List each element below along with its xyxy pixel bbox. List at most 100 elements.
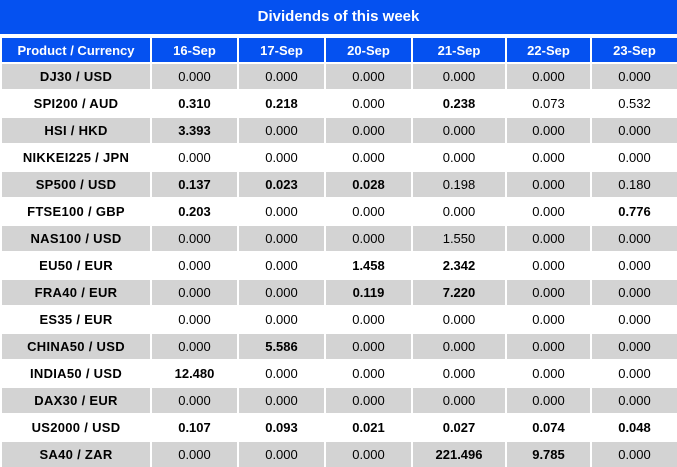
dividend-value-cell: 0.000 — [505, 386, 592, 415]
product-cell: SA40 / ZAR — [0, 440, 152, 467]
dividend-value-cell: 0.000 — [150, 143, 239, 172]
table-row: HSI / HKD 3.393 0.000 0.000 0.000 0.000 0.000 — [0, 116, 677, 145]
table-row: FTSE100 / GBP 0.203 0.000 0.000 0.000 0.000 0.… — [0, 197, 677, 226]
product-cell: FTSE100 / GBP — [0, 197, 152, 226]
table-row: ES35 / EUR 0.000 0.000 0.000 0.000 0.000 0.000 — [0, 305, 677, 334]
dividend-value-cell: 0.107 — [150, 413, 239, 442]
dividend-value-cell: 0.000 — [505, 143, 592, 172]
dividend-value-cell: 0.000 — [505, 305, 592, 334]
dividend-value-cell: 0.000 — [150, 278, 239, 307]
product-cell: SP500 / USD — [0, 170, 152, 199]
product-cell: NAS100 / USD — [0, 224, 152, 253]
dividend-value-cell: 0.000 — [505, 332, 592, 361]
col-header-21-sep: 21-Sep — [411, 36, 507, 64]
dividend-value-cell: 221.496 — [411, 440, 507, 467]
dividend-value-cell: 0.073 — [505, 89, 592, 118]
dividend-value-cell: 0.000 — [324, 62, 413, 91]
dividend-value-cell: 5.586 — [237, 332, 326, 361]
dividend-value-cell: 0.000 — [237, 224, 326, 253]
dividend-value-cell: 0.532 — [590, 89, 677, 118]
col-header-16-sep: 16-Sep — [150, 36, 239, 64]
dividend-value-cell: 0.000 — [150, 305, 239, 334]
dividend-value-cell: 0.000 — [150, 386, 239, 415]
header-row: Product / Currency 16-Sep 17-Sep 20-Sep 21-S… — [0, 36, 677, 64]
dividend-value-cell: 0.000 — [150, 251, 239, 280]
dividend-value-cell: 0.000 — [505, 116, 592, 145]
dividend-value-cell: 0.000 — [237, 386, 326, 415]
dividend-value-cell: 0.000 — [150, 224, 239, 253]
product-cell: INDIA50 / USD — [0, 359, 152, 388]
table-row: NAS100 / USD 0.000 0.000 0.000 1.550 0.000 0.0… — [0, 224, 677, 253]
dividend-value-cell: 0.000 — [411, 116, 507, 145]
dividend-value-cell: 0.000 — [505, 251, 592, 280]
dividend-value-cell: 0.238 — [411, 89, 507, 118]
dividend-value-cell: 0.000 — [411, 332, 507, 361]
dividend-value-cell: 0.028 — [324, 170, 413, 199]
dividend-value-cell: 0.000 — [411, 359, 507, 388]
dividend-value-cell: 0.203 — [150, 197, 239, 226]
dividend-value-cell: 0.000 — [150, 440, 239, 467]
dividend-value-cell: 0.000 — [590, 224, 677, 253]
table-title: Dividends of this week — [0, 0, 677, 36]
dividend-value-cell: 0.000 — [237, 143, 326, 172]
table-body: DJ30 / USD 0.000 0.000 0.000 0.000 0.000 0.000… — [0, 62, 677, 467]
product-cell: DAX30 / EUR — [0, 386, 152, 415]
dividend-value-cell: 0.000 — [324, 89, 413, 118]
dividend-value-cell: 0.000 — [590, 386, 677, 415]
dividend-value-cell: 0.000 — [505, 197, 592, 226]
dividend-value-cell: 0.776 — [590, 197, 677, 226]
product-cell: FRA40 / EUR — [0, 278, 152, 307]
dividend-value-cell: 0.000 — [237, 359, 326, 388]
dividend-value-cell: 0.000 — [237, 62, 326, 91]
product-cell: CHINA50 / USD — [0, 332, 152, 361]
dividend-value-cell: 0.000 — [590, 251, 677, 280]
dividend-value-cell: 0.000 — [411, 62, 507, 91]
dividend-value-cell: 0.000 — [324, 359, 413, 388]
dividend-value-cell: 0.000 — [590, 440, 677, 467]
table-row: EU50 / EUR 0.000 0.000 1.458 2.342 0.000 0.000 — [0, 251, 677, 280]
dividend-value-cell: 0.021 — [324, 413, 413, 442]
dividend-value-cell: 0.000 — [590, 359, 677, 388]
dividend-value-cell: 0.000 — [505, 62, 592, 91]
dividend-value-cell: 0.023 — [237, 170, 326, 199]
dividend-value-cell: 0.180 — [590, 170, 677, 199]
dividend-value-cell: 0.000 — [590, 116, 677, 145]
dividend-value-cell: 1.458 — [324, 251, 413, 280]
dividend-value-cell: 0.000 — [324, 143, 413, 172]
dividend-value-cell: 0.000 — [505, 278, 592, 307]
col-header-23-sep: 23-Sep — [590, 36, 677, 64]
dividend-value-cell: 0.000 — [505, 359, 592, 388]
table-row: FRA40 / EUR 0.000 0.000 0.119 7.220 0.000 0.00… — [0, 278, 677, 307]
dividend-value-cell: 0.000 — [237, 251, 326, 280]
dividend-value-cell: 0.000 — [505, 170, 592, 199]
dividend-value-cell: 0.000 — [411, 143, 507, 172]
dividends-table: Product / Currency 16-Sep 17-Sep 20-Sep 21-S… — [0, 36, 677, 467]
dividend-value-cell: 0.000 — [150, 332, 239, 361]
product-cell: SPI200 / AUD — [0, 89, 152, 118]
dividend-value-cell: 3.393 — [150, 116, 239, 145]
dividend-value-cell: 0.000 — [505, 224, 592, 253]
col-header-17-sep: 17-Sep — [237, 36, 326, 64]
table-row: INDIA50 / USD 12.480 0.000 0.000 0.000 0.000 0… — [0, 359, 677, 388]
dividend-value-cell: 0.000 — [237, 305, 326, 334]
col-header-22-sep: 22-Sep — [505, 36, 592, 64]
table-row: SPI200 / AUD 0.310 0.218 0.000 0.238 0.073 0.5… — [0, 89, 677, 118]
dividend-value-cell: 0.000 — [324, 332, 413, 361]
dividend-value-cell: 0.198 — [411, 170, 507, 199]
dividend-value-cell: 0.000 — [411, 305, 507, 334]
table-row: SA40 / ZAR 0.000 0.000 0.000 221.496 9.785 0.0… — [0, 440, 677, 467]
product-cell: ES35 / EUR — [0, 305, 152, 334]
table-row: US2000 / USD 0.107 0.093 0.021 0.027 0.074 0.0… — [0, 413, 677, 442]
dividend-value-cell: 0.000 — [590, 143, 677, 172]
dividend-value-cell: 12.480 — [150, 359, 239, 388]
dividend-value-cell: 0.000 — [590, 305, 677, 334]
dividend-value-cell: 0.000 — [324, 197, 413, 226]
dividend-value-cell: 0.137 — [150, 170, 239, 199]
dividend-value-cell: 0.000 — [150, 62, 239, 91]
dividend-value-cell: 0.000 — [237, 197, 326, 226]
dividend-value-cell: 0.000 — [590, 278, 677, 307]
col-header-product-currency: Product / Currency — [0, 36, 152, 64]
dividend-value-cell: 0.027 — [411, 413, 507, 442]
product-cell: EU50 / EUR — [0, 251, 152, 280]
